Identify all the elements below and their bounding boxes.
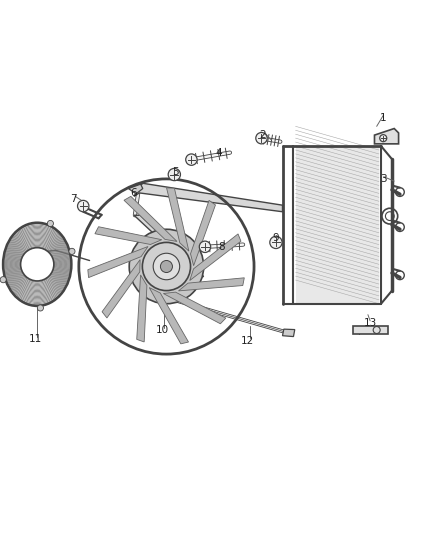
Polygon shape: [353, 326, 388, 334]
Circle shape: [270, 236, 282, 248]
Polygon shape: [134, 183, 283, 212]
Text: 1: 1: [380, 112, 387, 123]
Polygon shape: [124, 196, 177, 241]
Circle shape: [47, 221, 53, 227]
Text: 3: 3: [380, 174, 387, 184]
Text: 11: 11: [28, 334, 42, 344]
Polygon shape: [163, 292, 226, 324]
Text: 5: 5: [172, 167, 179, 177]
Circle shape: [160, 261, 173, 272]
Text: 9: 9: [272, 232, 279, 243]
Circle shape: [69, 248, 75, 254]
Text: 6: 6: [130, 188, 137, 198]
Polygon shape: [149, 288, 188, 344]
Circle shape: [37, 305, 43, 311]
Text: 13: 13: [364, 318, 377, 328]
Text: 2: 2: [259, 130, 266, 140]
Text: 10: 10: [155, 325, 169, 335]
Circle shape: [142, 243, 191, 290]
Polygon shape: [137, 275, 147, 342]
Circle shape: [256, 133, 267, 144]
Circle shape: [199, 241, 211, 253]
Polygon shape: [283, 329, 295, 336]
Polygon shape: [374, 128, 399, 144]
Polygon shape: [102, 260, 140, 318]
Circle shape: [186, 154, 197, 165]
Circle shape: [153, 253, 180, 280]
Text: 4: 4: [215, 148, 223, 158]
Ellipse shape: [21, 248, 54, 281]
Circle shape: [0, 277, 6, 282]
Polygon shape: [95, 227, 162, 245]
Polygon shape: [178, 278, 244, 291]
Circle shape: [129, 229, 204, 304]
Text: 8: 8: [218, 242, 225, 252]
Polygon shape: [128, 184, 143, 194]
Circle shape: [380, 135, 387, 142]
Text: 12: 12: [241, 336, 254, 346]
Text: 7: 7: [70, 193, 77, 204]
Circle shape: [78, 200, 89, 212]
Polygon shape: [191, 200, 215, 265]
Polygon shape: [134, 215, 204, 277]
Polygon shape: [166, 188, 189, 251]
Polygon shape: [88, 246, 148, 278]
Polygon shape: [190, 234, 241, 280]
Circle shape: [168, 168, 180, 181]
Polygon shape: [296, 146, 379, 304]
